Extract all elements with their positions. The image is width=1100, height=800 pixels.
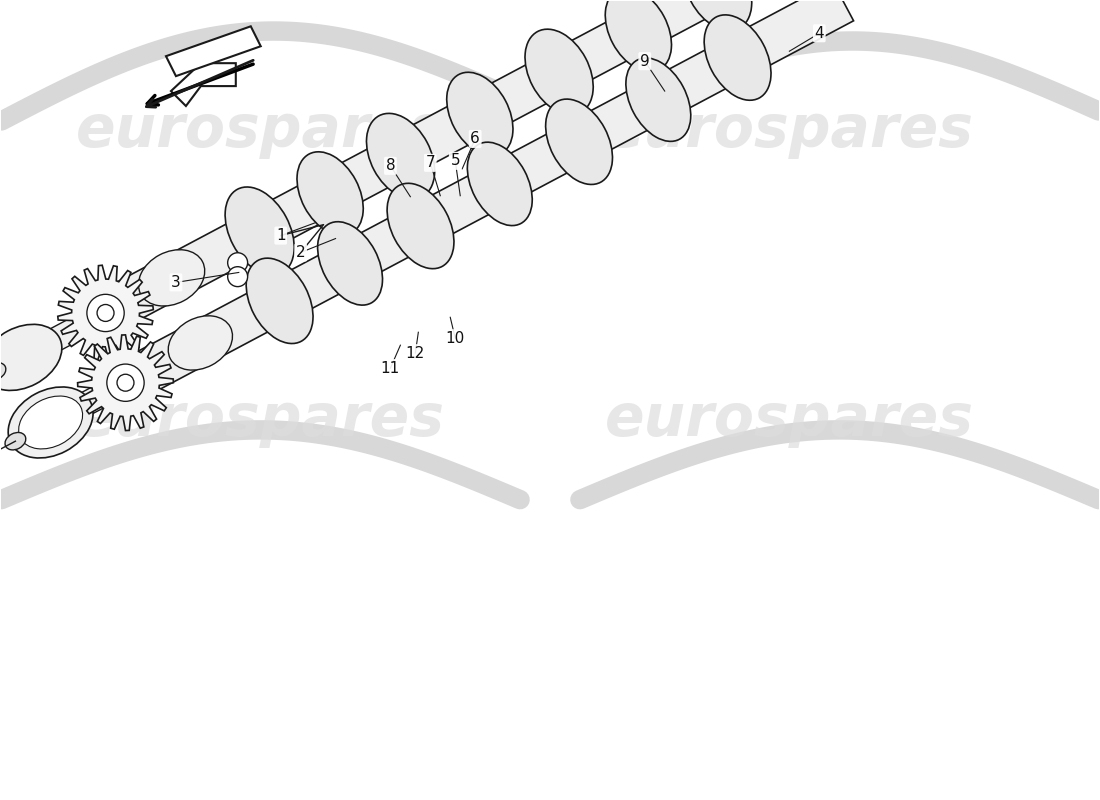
Text: 8: 8 [386, 158, 395, 174]
Ellipse shape [546, 99, 613, 185]
Ellipse shape [139, 250, 205, 306]
Ellipse shape [626, 58, 691, 142]
Ellipse shape [447, 72, 513, 156]
Polygon shape [0, 277, 160, 382]
Text: 12: 12 [406, 346, 425, 361]
Polygon shape [170, 63, 235, 106]
Ellipse shape [387, 183, 454, 269]
Text: 9: 9 [640, 54, 650, 69]
Ellipse shape [0, 362, 6, 380]
Ellipse shape [6, 433, 25, 450]
Ellipse shape [468, 142, 532, 226]
Ellipse shape [525, 29, 593, 115]
Text: eurospares: eurospares [605, 102, 974, 159]
Polygon shape [58, 266, 153, 361]
Polygon shape [111, 0, 854, 405]
Ellipse shape [683, 0, 751, 30]
Ellipse shape [19, 396, 82, 449]
Polygon shape [10, 337, 197, 452]
Circle shape [87, 294, 124, 331]
Polygon shape [78, 335, 174, 430]
Text: eurospares: eurospares [76, 391, 446, 449]
Circle shape [228, 253, 248, 273]
Ellipse shape [246, 258, 314, 343]
Text: eurospares: eurospares [605, 391, 974, 449]
Ellipse shape [366, 114, 434, 199]
Text: 10: 10 [446, 330, 465, 346]
Ellipse shape [605, 0, 671, 72]
Text: 3: 3 [172, 275, 180, 290]
Text: 1: 1 [276, 228, 286, 243]
Ellipse shape [168, 316, 232, 370]
Circle shape [97, 305, 114, 322]
Circle shape [228, 266, 248, 286]
Text: 5: 5 [450, 154, 460, 168]
Ellipse shape [318, 222, 383, 305]
Ellipse shape [297, 152, 363, 235]
Text: 4: 4 [814, 26, 824, 41]
Text: 11: 11 [381, 361, 400, 376]
Circle shape [117, 374, 134, 391]
Ellipse shape [8, 387, 94, 458]
Ellipse shape [0, 324, 62, 390]
Ellipse shape [226, 187, 294, 275]
Polygon shape [91, 0, 860, 334]
Text: 6: 6 [471, 131, 480, 146]
Polygon shape [166, 26, 261, 76]
Ellipse shape [704, 15, 771, 100]
Text: 2: 2 [296, 245, 306, 260]
Text: 7: 7 [426, 155, 436, 170]
Text: eurospares: eurospares [76, 102, 446, 159]
Circle shape [107, 364, 144, 402]
